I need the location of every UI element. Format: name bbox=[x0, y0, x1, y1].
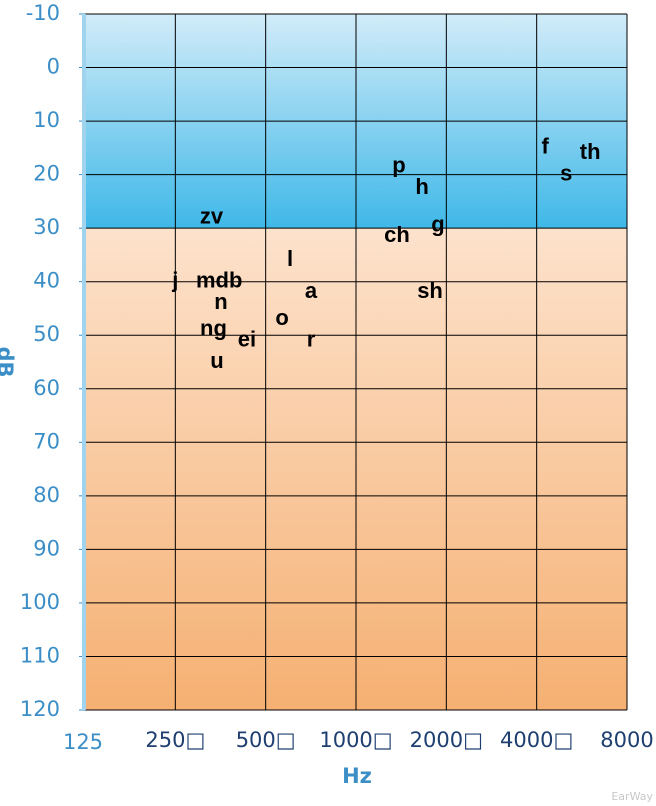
y-tick-label: 0 bbox=[47, 55, 60, 79]
phoneme-label: o bbox=[275, 305, 288, 330]
phoneme-label: g bbox=[431, 211, 444, 236]
phoneme-label: p bbox=[392, 152, 405, 177]
phoneme-label: a bbox=[305, 278, 318, 303]
phoneme-label: zv bbox=[200, 203, 224, 228]
y-axis-label: dB bbox=[0, 346, 17, 377]
phoneme-label: ei bbox=[238, 326, 256, 351]
y-tick-label: -10 bbox=[26, 1, 60, 25]
phoneme-label: ch bbox=[384, 222, 410, 247]
phoneme-label: r bbox=[307, 326, 316, 351]
x-tick-label: 8000 bbox=[600, 728, 653, 752]
phoneme-label: j bbox=[171, 268, 178, 293]
y-tick-label: 40 bbox=[33, 269, 60, 293]
x-tick-label: 500□ bbox=[236, 728, 296, 752]
y-tick-label: 90 bbox=[33, 536, 60, 560]
phoneme-label: ng bbox=[200, 316, 227, 341]
phoneme-label: u bbox=[210, 348, 223, 373]
watermark: EarWay bbox=[611, 790, 653, 803]
y-tick-label: 70 bbox=[33, 429, 60, 453]
phoneme-label: l bbox=[287, 246, 293, 271]
y-tick-label: 100 bbox=[20, 590, 60, 614]
x-tick-label: 125 bbox=[63, 730, 103, 754]
y-tick-label: 50 bbox=[33, 322, 60, 346]
y-tick-label: 60 bbox=[33, 376, 60, 400]
y-tick-label: 30 bbox=[33, 215, 60, 239]
phoneme-label: sh bbox=[417, 278, 443, 303]
x-tick-label: 4000□ bbox=[500, 728, 573, 752]
phoneme-label: mdb bbox=[196, 268, 242, 293]
x-axis-label: Hz bbox=[342, 764, 372, 788]
x-tick-label: 2000□ bbox=[410, 728, 483, 752]
y-tick-label: 80 bbox=[33, 483, 60, 507]
x-tick-label: 250□ bbox=[145, 728, 205, 752]
phoneme-label: f bbox=[542, 134, 550, 159]
y-tick-label: 20 bbox=[33, 162, 60, 186]
phoneme-label: h bbox=[415, 174, 428, 199]
y-tick-label: 120 bbox=[20, 697, 60, 721]
y-tick-label: 110 bbox=[20, 643, 60, 667]
phoneme-label: th bbox=[580, 139, 601, 164]
phoneme-label: s bbox=[560, 160, 572, 185]
phoneme-label: n bbox=[214, 289, 227, 314]
x-tick-label: 1000□ bbox=[319, 728, 392, 752]
y-tick-label: 10 bbox=[33, 108, 60, 132]
